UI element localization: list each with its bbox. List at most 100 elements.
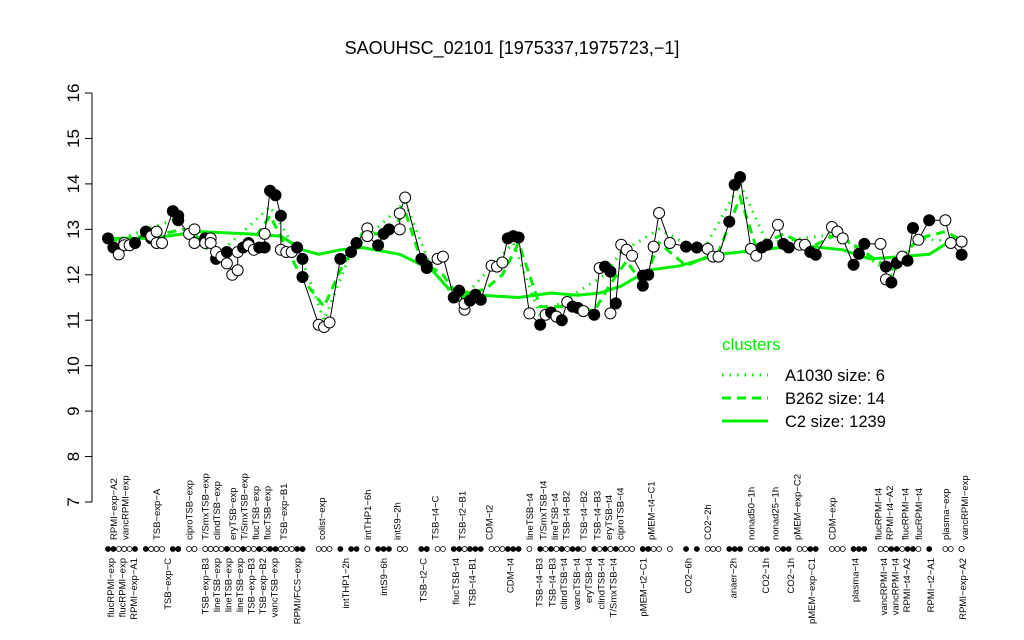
data-point bbox=[604, 265, 617, 278]
data-point bbox=[642, 268, 655, 281]
data-point bbox=[680, 240, 693, 253]
rug-mark bbox=[591, 546, 598, 552]
rug-mark bbox=[153, 546, 160, 552]
x-tick-label-bottom: TSB−exp−B3 bbox=[201, 558, 212, 615]
data-point bbox=[923, 214, 936, 227]
rug-mark bbox=[499, 546, 506, 552]
rug-mark bbox=[553, 546, 560, 552]
rug-mark bbox=[704, 546, 711, 552]
rug-mark bbox=[348, 546, 355, 552]
x-tick-label-bottom: RPMI/FCS−exp bbox=[293, 558, 304, 624]
data-point bbox=[393, 207, 406, 220]
y-tick-label: 7 bbox=[64, 497, 83, 506]
x-tick-label-top: flucRPMI−t4 bbox=[914, 488, 925, 540]
rug-mark bbox=[494, 546, 500, 552]
rug-mark bbox=[893, 546, 900, 552]
data-point bbox=[723, 215, 736, 228]
rug-mark bbox=[753, 546, 760, 552]
rug-mark bbox=[715, 546, 722, 552]
rug-mark bbox=[569, 546, 576, 552]
x-tick-label-bottom: vancRPMI−t4 bbox=[890, 558, 901, 615]
rug-mark bbox=[710, 546, 716, 552]
x-tick-label-top: eryTSB−t4 bbox=[604, 495, 615, 540]
data-point bbox=[609, 297, 622, 310]
rug-mark bbox=[618, 546, 625, 552]
rug-mark bbox=[132, 546, 138, 552]
data-point bbox=[906, 221, 919, 234]
data-point bbox=[296, 271, 309, 284]
x-tick-label-top: TSB−exp−A bbox=[152, 488, 163, 540]
data-point bbox=[912, 233, 925, 246]
data-point bbox=[420, 259, 433, 272]
data-point bbox=[291, 241, 304, 254]
data-point bbox=[453, 284, 466, 297]
rug-mark bbox=[861, 546, 868, 552]
rug-mark bbox=[105, 546, 111, 552]
rug-mark bbox=[758, 546, 765, 552]
rug-mark bbox=[261, 546, 268, 552]
rug-mark bbox=[731, 546, 738, 552]
rug-mark bbox=[229, 546, 236, 552]
rug-mark bbox=[294, 546, 300, 552]
rug-mark bbox=[548, 546, 554, 552]
rug-mark bbox=[218, 546, 225, 552]
x-tick-label-top: CDM−t2 bbox=[484, 505, 495, 540]
rug-mark bbox=[650, 546, 657, 552]
x-tick-label-bottom: intTHP1−2h bbox=[341, 558, 352, 608]
x-tick-label-bottom: vancRPMI−t4 bbox=[879, 558, 890, 615]
data-point bbox=[879, 260, 892, 273]
x-tick-label-bottom: TSB−t2−C bbox=[419, 558, 430, 602]
rug-mark bbox=[958, 546, 965, 552]
data-point bbox=[156, 236, 169, 249]
rug-mark bbox=[288, 546, 295, 552]
data-point bbox=[361, 230, 374, 243]
rug-mark bbox=[812, 546, 819, 552]
y-tick-label: 9 bbox=[64, 406, 83, 415]
rug-mark bbox=[169, 546, 176, 552]
sample-rug bbox=[105, 546, 965, 552]
rug-mark bbox=[364, 546, 371, 552]
rug-mark bbox=[110, 546, 117, 552]
x-tick-label-top: pMEM−t4−C1 bbox=[647, 481, 658, 540]
data-point bbox=[885, 276, 898, 289]
x-tick-label-bottom: pMEM−exp−C1 bbox=[807, 558, 818, 624]
rug-mark bbox=[796, 546, 803, 552]
x-tick-label-bottom: vancTSB−exp bbox=[270, 558, 281, 617]
data-point bbox=[939, 214, 952, 227]
legend-title: clusters bbox=[722, 335, 781, 354]
rug-mark bbox=[245, 546, 252, 552]
data-point bbox=[852, 247, 865, 260]
rug-mark bbox=[380, 546, 387, 552]
x-tick-label-top: nonad50−1h bbox=[746, 487, 757, 540]
rug-mark bbox=[396, 546, 403, 552]
rug-mark bbox=[477, 546, 484, 552]
rug-mark bbox=[283, 546, 290, 552]
data-point bbox=[296, 252, 309, 265]
rug-mark bbox=[947, 546, 954, 552]
data-point bbox=[523, 307, 536, 320]
rug-mark bbox=[877, 546, 884, 552]
data-point bbox=[809, 248, 822, 261]
rug-mark bbox=[780, 546, 787, 552]
data-point bbox=[712, 250, 725, 263]
data-point bbox=[604, 307, 617, 320]
x-tick-label-top: RPMI−exp−A2 bbox=[109, 478, 120, 540]
x-tick-label-bottom: RPMI−t4−A2 bbox=[902, 558, 913, 612]
data-point bbox=[847, 258, 860, 271]
x-tick-label-top: ciproTSB−exp bbox=[185, 480, 196, 540]
x-tick-labels: RPMI−exp−A2 vancRPMI−exp TSB−exp−A ciproTSB… bbox=[106, 473, 971, 624]
data-point bbox=[350, 236, 363, 249]
rug-mark bbox=[440, 546, 446, 552]
x-tick-label-top: TSB−t4−B2 bbox=[579, 491, 590, 540]
x-tick-label-bottom: TSB−exp−B3 bbox=[247, 558, 258, 615]
data-point bbox=[382, 223, 395, 236]
data-point bbox=[858, 237, 871, 250]
rug-mark bbox=[272, 546, 279, 552]
rug-mark bbox=[526, 546, 533, 552]
rug-mark bbox=[115, 546, 122, 552]
rug-mark bbox=[888, 546, 895, 552]
rug-mark bbox=[775, 546, 781, 552]
rug-mark bbox=[683, 546, 689, 552]
rug-mark bbox=[607, 546, 614, 552]
